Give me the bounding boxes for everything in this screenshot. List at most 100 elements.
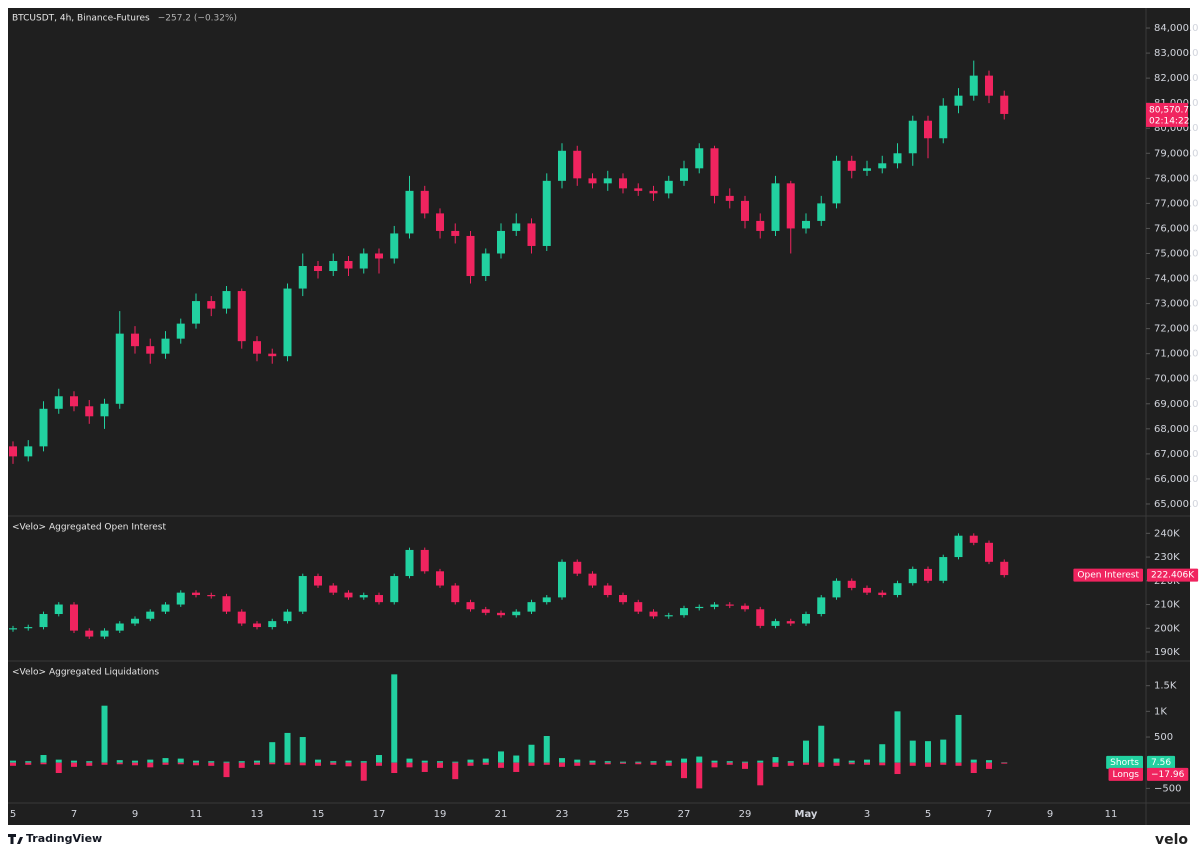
bar xyxy=(71,760,77,763)
candles xyxy=(9,60,1009,464)
bar xyxy=(193,762,199,766)
y-tick-label: 77,000.0 xyxy=(1154,198,1199,209)
bar xyxy=(574,759,581,763)
candle-body xyxy=(710,604,719,607)
candle-body xyxy=(695,148,704,169)
bar xyxy=(787,761,794,763)
bar xyxy=(147,762,154,768)
bar xyxy=(1001,762,1008,763)
bar xyxy=(40,762,47,765)
bar xyxy=(437,762,443,768)
bar xyxy=(803,762,809,765)
candle-body xyxy=(558,150,566,181)
bar xyxy=(970,762,977,773)
candle-body xyxy=(390,233,399,259)
x-tick-label: 9 xyxy=(132,809,138,820)
bar xyxy=(543,736,550,763)
y-tick-label: 75,000.0 xyxy=(1154,248,1199,259)
candle-body xyxy=(481,253,490,277)
bar xyxy=(940,739,947,763)
bar xyxy=(574,762,581,766)
candle-body xyxy=(115,623,124,631)
bar xyxy=(269,742,276,763)
candle-body xyxy=(314,576,322,586)
bar xyxy=(238,762,245,768)
candle-body xyxy=(85,406,94,417)
bar xyxy=(376,762,382,766)
candle-body xyxy=(893,583,902,596)
x-tick-label: 7 xyxy=(71,809,77,820)
y-tick-label: 210K xyxy=(1154,600,1180,611)
bar xyxy=(391,762,398,773)
candle-body xyxy=(817,597,826,615)
candle-body xyxy=(329,260,338,272)
candle-body xyxy=(161,604,170,612)
bar xyxy=(742,761,748,763)
bar xyxy=(25,761,32,763)
candle-body xyxy=(9,628,17,630)
y-tick-label: −500 xyxy=(1154,783,1181,794)
candle-body xyxy=(192,301,200,324)
bar xyxy=(559,762,565,767)
candle-body xyxy=(24,627,33,629)
x-tick-label: 13 xyxy=(251,809,264,820)
bar xyxy=(803,740,809,763)
candle-body xyxy=(756,609,765,626)
candle-body xyxy=(893,153,902,164)
candle-body xyxy=(939,557,948,581)
bar xyxy=(299,762,306,766)
y-tick-label: 80,000.0 xyxy=(1154,123,1199,134)
bar xyxy=(620,762,626,764)
last-value-tag-text: 7.56 xyxy=(1151,758,1171,768)
bar xyxy=(132,762,138,766)
last-value-tag-box xyxy=(1147,767,1189,781)
bar xyxy=(757,762,764,786)
symbol-title: BTCUSDT, 4h, Binance-Futures xyxy=(12,14,150,24)
candle-body xyxy=(192,592,200,596)
y-tick-label: 1K xyxy=(1154,706,1167,717)
candle-body xyxy=(207,301,216,309)
candle-body xyxy=(237,611,246,624)
bar xyxy=(406,762,413,768)
candle-body xyxy=(466,602,475,610)
bar xyxy=(909,762,916,766)
candle-body xyxy=(70,396,78,407)
bar xyxy=(498,762,504,768)
candle-body xyxy=(359,253,368,269)
candle-body xyxy=(786,621,795,624)
bar xyxy=(681,762,687,779)
candle-body xyxy=(100,403,109,417)
candle-body xyxy=(329,585,338,593)
bar xyxy=(86,762,93,766)
candle-body xyxy=(832,580,841,598)
y-tick-label: 230K xyxy=(1154,552,1180,563)
candle-body xyxy=(619,178,627,189)
candle-body xyxy=(344,592,353,598)
bar xyxy=(71,762,77,767)
candle-body xyxy=(253,623,261,628)
y-tick-label: 76,000.0 xyxy=(1154,223,1199,234)
candle-body xyxy=(497,612,505,616)
candle-body xyxy=(268,353,277,357)
candle-body xyxy=(9,446,17,457)
bar xyxy=(742,762,748,769)
candle-body xyxy=(451,585,460,603)
y-tick-label: 83,000.0 xyxy=(1154,48,1199,59)
bar xyxy=(498,751,504,763)
bar xyxy=(513,755,520,763)
price-change: −257.2 (−0.32%) xyxy=(158,14,237,24)
last-value-tag-box xyxy=(1147,568,1199,582)
y-tick-label: 68,000.0 xyxy=(1154,424,1199,435)
bar xyxy=(528,762,535,766)
candle-body xyxy=(207,595,216,597)
x-tick-label: 5 xyxy=(925,809,931,820)
bar xyxy=(543,762,550,765)
last-value-tag: −17.96 xyxy=(1147,767,1189,781)
candle-body xyxy=(924,568,932,581)
candle-body xyxy=(24,446,33,457)
bar xyxy=(223,762,230,778)
x-tick-label: 23 xyxy=(556,809,569,820)
candle-body xyxy=(222,291,231,309)
x-tick-label: 9 xyxy=(1047,809,1053,820)
x-tick-label: 19 xyxy=(434,809,447,820)
